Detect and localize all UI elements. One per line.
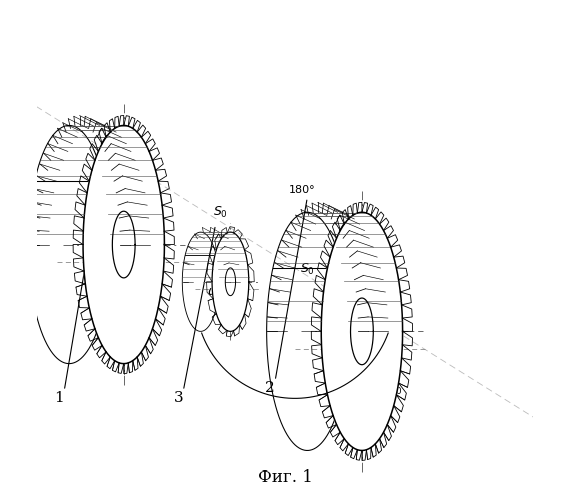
- Text: $S_0$: $S_0$: [300, 262, 315, 277]
- Polygon shape: [83, 125, 164, 364]
- Text: 2: 2: [265, 381, 275, 395]
- Text: 1: 1: [54, 391, 64, 405]
- Text: 180°: 180°: [289, 185, 316, 195]
- Text: 3: 3: [173, 391, 183, 405]
- Polygon shape: [321, 212, 402, 451]
- Text: Фиг. 1: Фиг. 1: [258, 469, 312, 486]
- Text: $\omega_0$: $\omega_0$: [101, 260, 119, 273]
- Text: $\omega$: $\omega$: [207, 285, 219, 298]
- Text: $\omega_0$: $\omega_0$: [385, 384, 403, 398]
- Text: $S_0$: $S_0$: [213, 205, 228, 220]
- Polygon shape: [212, 232, 249, 331]
